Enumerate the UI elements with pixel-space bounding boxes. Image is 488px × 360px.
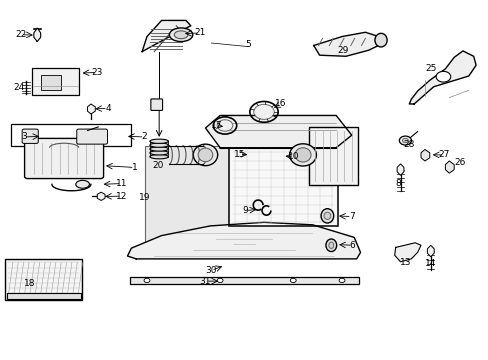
- Ellipse shape: [338, 278, 344, 283]
- Polygon shape: [142, 21, 190, 51]
- Ellipse shape: [150, 139, 168, 143]
- Text: 25: 25: [424, 64, 436, 73]
- Text: 18: 18: [24, 279, 36, 288]
- Ellipse shape: [290, 278, 296, 283]
- Bar: [144, 146, 254, 257]
- FancyBboxPatch shape: [151, 99, 162, 111]
- FancyBboxPatch shape: [24, 138, 103, 179]
- Ellipse shape: [325, 239, 336, 252]
- Polygon shape: [408, 51, 475, 104]
- Text: 3: 3: [21, 132, 27, 141]
- FancyBboxPatch shape: [308, 127, 357, 185]
- Text: 5: 5: [245, 40, 251, 49]
- Ellipse shape: [321, 209, 333, 223]
- Bar: [11, 125, 131, 146]
- Text: 14: 14: [424, 259, 436, 268]
- Ellipse shape: [402, 138, 407, 143]
- Ellipse shape: [374, 33, 386, 47]
- Text: 17: 17: [210, 121, 222, 130]
- Bar: [130, 277, 358, 284]
- Ellipse shape: [144, 278, 150, 283]
- Ellipse shape: [294, 148, 310, 162]
- Text: 31: 31: [199, 276, 211, 285]
- Bar: [6, 293, 81, 299]
- Ellipse shape: [150, 147, 168, 151]
- Ellipse shape: [193, 144, 217, 166]
- Text: 9: 9: [242, 206, 248, 215]
- Polygon shape: [34, 28, 41, 41]
- Text: 6: 6: [349, 241, 355, 250]
- Ellipse shape: [289, 144, 316, 166]
- Polygon shape: [396, 164, 403, 175]
- Polygon shape: [127, 222, 360, 259]
- Text: 29: 29: [337, 46, 348, 55]
- Bar: [41, 75, 61, 90]
- Ellipse shape: [435, 71, 450, 82]
- Ellipse shape: [253, 104, 274, 120]
- Text: 10: 10: [287, 152, 298, 161]
- Text: 4: 4: [105, 104, 111, 113]
- FancyBboxPatch shape: [77, 129, 107, 144]
- Text: 19: 19: [139, 193, 150, 202]
- Text: 23: 23: [91, 68, 102, 77]
- Text: 30: 30: [205, 266, 217, 275]
- FancyBboxPatch shape: [228, 148, 337, 226]
- FancyBboxPatch shape: [22, 129, 38, 143]
- Ellipse shape: [198, 148, 212, 162]
- Text: 21: 21: [194, 28, 205, 37]
- Ellipse shape: [324, 212, 330, 220]
- Ellipse shape: [150, 154, 168, 159]
- Ellipse shape: [150, 143, 168, 147]
- Text: 26: 26: [453, 158, 465, 167]
- Ellipse shape: [76, 180, 89, 188]
- Text: 13: 13: [399, 258, 410, 267]
- Text: 8: 8: [394, 179, 400, 188]
- Polygon shape: [394, 243, 420, 262]
- Polygon shape: [313, 32, 381, 56]
- FancyBboxPatch shape: [32, 68, 79, 95]
- Ellipse shape: [399, 136, 411, 145]
- Polygon shape: [445, 161, 453, 173]
- Text: 20: 20: [152, 161, 163, 170]
- Ellipse shape: [150, 151, 168, 155]
- Text: 2: 2: [142, 132, 147, 141]
- Polygon shape: [420, 149, 429, 161]
- Text: 28: 28: [403, 140, 414, 149]
- FancyBboxPatch shape: [5, 259, 82, 300]
- Text: 16: 16: [275, 99, 286, 108]
- Text: 11: 11: [116, 179, 127, 188]
- Text: 7: 7: [348, 212, 354, 221]
- Polygon shape: [427, 245, 433, 257]
- Text: 15: 15: [233, 150, 245, 159]
- Ellipse shape: [217, 278, 223, 283]
- Text: 27: 27: [438, 150, 449, 159]
- Ellipse shape: [174, 31, 187, 39]
- Polygon shape: [87, 104, 95, 114]
- Text: 22: 22: [16, 30, 27, 39]
- Polygon shape: [205, 116, 351, 148]
- Text: 1: 1: [132, 163, 138, 172]
- Text: 24: 24: [14, 83, 25, 92]
- Polygon shape: [97, 192, 105, 201]
- Ellipse shape: [169, 28, 192, 41]
- Text: 12: 12: [116, 192, 127, 201]
- Ellipse shape: [328, 242, 333, 248]
- Ellipse shape: [217, 120, 232, 131]
